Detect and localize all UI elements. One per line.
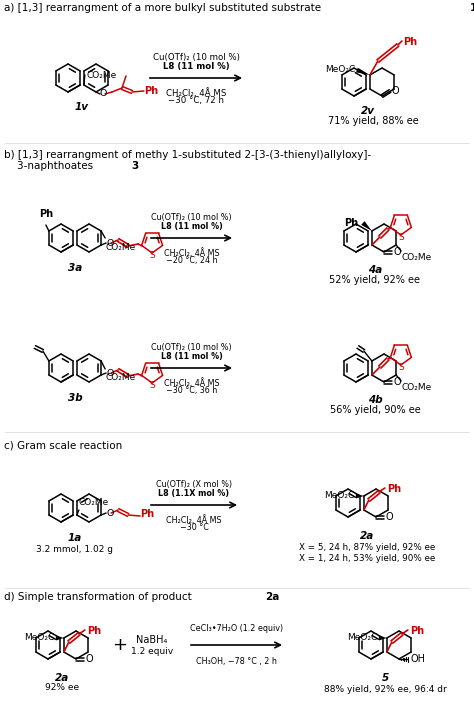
Text: CH₂Cl₂, 4Å MS: CH₂Cl₂, 4Å MS	[164, 378, 219, 388]
Text: 3b: 3b	[68, 393, 82, 403]
Text: OH: OH	[411, 654, 426, 664]
Polygon shape	[356, 68, 370, 75]
Text: 3: 3	[131, 161, 139, 171]
Text: S: S	[149, 381, 155, 390]
Text: Ph: Ph	[344, 218, 358, 228]
Text: 4a: 4a	[368, 265, 382, 275]
Text: 52% yield, 92% ee: 52% yield, 92% ee	[329, 275, 420, 285]
Text: CH₃OH, −78 °C , 2 h: CH₃OH, −78 °C , 2 h	[196, 657, 277, 666]
Text: 2v: 2v	[361, 106, 375, 116]
Text: Ph: Ph	[39, 209, 53, 219]
Text: 4b: 4b	[368, 395, 383, 405]
Text: 2a: 2a	[55, 673, 69, 683]
Text: CO₂Me: CO₂Me	[105, 373, 136, 382]
Text: CH₂Cl₂, 4Å MS: CH₂Cl₂, 4Å MS	[166, 88, 226, 98]
Text: 1.2 equiv: 1.2 equiv	[131, 647, 173, 657]
Text: X = 1, 24 h, 53% yield, 90% ee: X = 1, 24 h, 53% yield, 90% ee	[299, 554, 435, 563]
Text: O: O	[394, 377, 401, 387]
Polygon shape	[379, 635, 387, 640]
Text: CO₂Me: CO₂Me	[79, 498, 109, 507]
Polygon shape	[356, 493, 364, 498]
Text: CeCl₃•7H₂O (1.2 equiv): CeCl₃•7H₂O (1.2 equiv)	[190, 624, 283, 633]
Text: NaBH₄: NaBH₄	[137, 635, 168, 645]
Text: 2a: 2a	[265, 592, 279, 602]
Text: 2a: 2a	[360, 531, 374, 541]
Text: O: O	[106, 239, 113, 247]
Text: 88% yield, 92% ee, 96:4 dr: 88% yield, 92% ee, 96:4 dr	[324, 685, 447, 694]
Text: L8 (11 mol %): L8 (11 mol %)	[161, 352, 222, 361]
Polygon shape	[56, 635, 64, 640]
Text: Cu(OTf)₂ (10 mol %): Cu(OTf)₂ (10 mol %)	[153, 53, 239, 62]
Text: d) Simple transformation of product: d) Simple transformation of product	[4, 592, 195, 602]
Text: Ph: Ph	[403, 37, 417, 47]
Text: MeO₂C: MeO₂C	[24, 633, 54, 642]
Text: X = 5, 24 h, 87% yield, 92% ee: X = 5, 24 h, 87% yield, 92% ee	[299, 543, 435, 552]
Text: CO₂Me: CO₂Me	[105, 243, 136, 252]
Text: MeO₂C: MeO₂C	[346, 633, 377, 642]
Text: S: S	[398, 363, 404, 371]
Text: O: O	[106, 508, 113, 518]
Text: Ph: Ph	[410, 626, 424, 636]
Text: O: O	[86, 654, 94, 664]
Text: −30 °C, 36 h: −30 °C, 36 h	[166, 386, 217, 395]
Text: S: S	[149, 251, 155, 260]
Text: MeO₂C: MeO₂C	[324, 491, 354, 501]
Text: 1v: 1v	[75, 102, 89, 112]
Text: CH₂Cl₂, 4Å MS: CH₂Cl₂, 4Å MS	[164, 248, 219, 258]
Text: O: O	[392, 86, 400, 96]
Text: b) [1,3] rearrangment of methy 1-substituted 2-[3-(3-thienyl)allyloxy]-: b) [1,3] rearrangment of methy 1-substit…	[4, 150, 371, 160]
Text: Cu(OTf)₂ (X mol %): Cu(OTf)₂ (X mol %)	[156, 480, 232, 489]
Text: Cu(OTf)₂ (10 mol %): Cu(OTf)₂ (10 mol %)	[151, 343, 232, 352]
Text: O: O	[394, 247, 401, 257]
Text: O: O	[386, 512, 393, 522]
Text: +: +	[112, 636, 128, 654]
Text: −30 °C: −30 °C	[180, 523, 209, 532]
Text: 1v: 1v	[470, 3, 474, 13]
Text: −20 °C, 24 h: −20 °C, 24 h	[166, 256, 217, 265]
Text: 5: 5	[382, 673, 389, 683]
Text: CH₂Cl₂, 4Å MS: CH₂Cl₂, 4Å MS	[166, 515, 222, 525]
Text: L8 (11 mol %): L8 (11 mol %)	[161, 222, 222, 231]
Text: 56% yield, 90% ee: 56% yield, 90% ee	[329, 405, 420, 415]
Text: 3a: 3a	[68, 263, 82, 273]
Text: a) [1,3] rearrangment of a more bulkyl substituted substrate: a) [1,3] rearrangment of a more bulkyl s…	[4, 3, 324, 13]
Text: CO₂Me: CO₂Me	[401, 253, 431, 262]
Text: S: S	[398, 232, 404, 242]
Text: Ph: Ph	[144, 86, 158, 96]
Text: 3.2 mmol, 1.02 g: 3.2 mmol, 1.02 g	[36, 545, 113, 554]
Text: CO₂Me: CO₂Me	[401, 383, 431, 392]
Text: O: O	[100, 90, 108, 98]
Text: Ph: Ph	[87, 626, 101, 636]
Text: L8 (11 mol %): L8 (11 mol %)	[163, 62, 229, 71]
Text: 3-naphthoates: 3-naphthoates	[4, 161, 96, 171]
Polygon shape	[361, 221, 372, 231]
Text: c) Gram scale reaction: c) Gram scale reaction	[4, 440, 122, 450]
Text: Cu(OTf)₂ (10 mol %): Cu(OTf)₂ (10 mol %)	[151, 213, 232, 222]
Text: CO₂Me: CO₂Me	[87, 71, 117, 80]
Text: 1a: 1a	[68, 533, 82, 543]
Text: O: O	[106, 369, 113, 377]
Text: 71% yield, 88% ee: 71% yield, 88% ee	[328, 116, 419, 126]
Text: −30 °C, 72 h: −30 °C, 72 h	[168, 96, 224, 105]
Text: L8 (1.1X mol %): L8 (1.1X mol %)	[158, 489, 229, 498]
Text: Ph: Ph	[140, 509, 154, 519]
Text: 92% ee: 92% ee	[45, 683, 79, 692]
Text: MeO₂C: MeO₂C	[325, 66, 355, 74]
Text: Ph: Ph	[387, 484, 401, 494]
